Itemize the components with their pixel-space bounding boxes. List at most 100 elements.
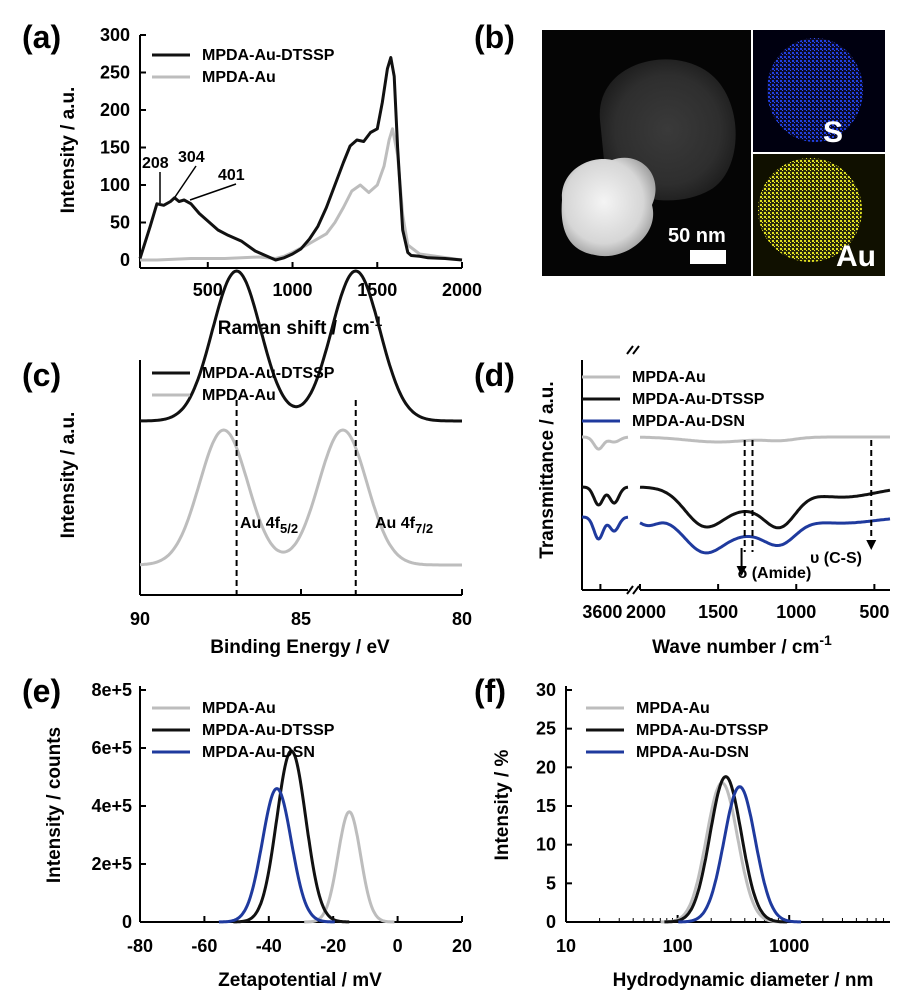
gold-core (561, 157, 656, 257)
x-axis-title: Wave number / cm-1 (652, 632, 832, 658)
legend-label: MPDA-Au-DTSSP (202, 365, 335, 382)
legend-label: MPDA-Au (632, 369, 706, 386)
x-tick-label: 3600 (582, 602, 622, 622)
panel-label-c: (c) (22, 357, 61, 393)
s-element-map (767, 38, 863, 142)
x-axis-title: Raman shift / cm-1 (218, 313, 383, 339)
x-tick-label: -20 (320, 936, 346, 956)
y-tick-label: 10 (536, 835, 556, 855)
legend-label: MPDA-Au-DSN (202, 744, 315, 761)
x-axis-title-sup: -1 (819, 632, 832, 648)
peak-label-au-4f52: Au 4f5/2 (240, 515, 298, 536)
x-tick-label: 500 (859, 602, 889, 622)
y-tick-label: 15 (536, 796, 556, 816)
x-axis-title: Zetapotential / mV (218, 970, 382, 991)
x-tick-label: 20 (452, 936, 472, 956)
axis-break-mark-top (632, 345, 640, 355)
scale-bar (690, 250, 726, 264)
legend-label: MPDA-Au-DSN (632, 413, 745, 430)
y-tick-label: 30 (536, 680, 556, 700)
au-map-label: Au (836, 240, 876, 273)
y-tick-label: 8e+5 (91, 680, 132, 700)
au-element-map (758, 158, 862, 262)
legend-label: MPDA-Au-DTSSP (202, 722, 335, 739)
y-tick-label: 250 (100, 63, 130, 83)
zeta-chart: 0 2e+5 4e+5 6e+5 8e+5 -80 -60 -40 -20 0 20 Zetapote… (44, 680, 472, 991)
y-axis-title: Intensity / % (492, 749, 513, 860)
y-tick-label: 100 (100, 175, 130, 195)
x-tick-label: 1000 (776, 602, 816, 622)
y-tick-label: 25 (536, 719, 556, 739)
x-tick-label: -60 (191, 936, 217, 956)
panel-label-f: (f) (474, 673, 506, 709)
peak-label-sub: 5/2 (280, 521, 298, 536)
x-tick-label: 85 (291, 609, 311, 629)
s-map-label: S (823, 116, 843, 149)
raman-chart: 0 50 100 150 200 250 300 500 1000 1500 2000 Raman s… (58, 25, 482, 339)
x-tick-label: 1000 (769, 936, 809, 956)
x-tick-label: 1500 (698, 602, 738, 622)
series-line (303, 810, 396, 924)
x-tick-label: -40 (256, 936, 282, 956)
x-tick-label: 0 (393, 936, 403, 956)
legend-label: MPDA-Au (636, 700, 710, 717)
x-tick-label: 10 (556, 936, 576, 956)
series-line (639, 485, 891, 530)
x-tick-label: 80 (452, 609, 472, 629)
peak-annotation-arrow (189, 183, 237, 201)
y-tick-label: 6e+5 (91, 738, 132, 758)
series-line (640, 435, 890, 444)
peak-annotation-label: 208 (142, 155, 169, 172)
legend-label: MPDA-Au-DTSSP (636, 722, 769, 739)
y-axis-title: Intensity / a.u. (58, 87, 79, 214)
cs-arrow-head (866, 540, 877, 550)
series-line (677, 785, 802, 924)
x-tick-label: 2000 (626, 602, 666, 622)
panel-label-b: (b) (474, 19, 515, 55)
x-tick-label: 1500 (357, 280, 397, 300)
x-tick-label: 500 (193, 280, 223, 300)
peak-annotation-arrow (174, 165, 197, 198)
x-tick-label: 1000 (273, 280, 313, 300)
scale-bar-label: 50 nm (668, 225, 726, 247)
peak-label-au-4f72: Au 4f7/2 (375, 515, 433, 536)
y-axis-title: Transmittance / a.u. (537, 381, 558, 558)
peak-label-sub: 7/2 (415, 521, 433, 536)
y-tick-label: 50 (110, 213, 130, 233)
y-tick-label: 0 (546, 912, 556, 932)
amide-arrow-head (736, 566, 747, 576)
series-line (581, 485, 629, 507)
series-line (664, 775, 788, 924)
series-line (138, 56, 463, 262)
y-tick-label: 5 (546, 873, 556, 893)
ftir-chart: 3600 2000 1500 1000 500 Wave number / cm-1 Tra… (537, 345, 891, 658)
legend-label: MPDA-Au-DTSSP (632, 391, 765, 408)
x-axis-title: Binding Energy / eV (210, 637, 390, 658)
xps-chart: 90 85 80 Binding Energy / eV Intensity / a.u… (58, 269, 472, 658)
amide-annotation: δ (Amide) (738, 565, 812, 582)
axis-break-mark-bottom (632, 585, 640, 595)
series-line (140, 269, 462, 423)
legend-label: MPDA-Au (202, 387, 276, 404)
stem-image-panel: 50 nm S Au (542, 30, 885, 276)
y-tick-label: 2e+5 (91, 854, 132, 874)
x-tick-label: 100 (663, 936, 693, 956)
y-tick-label: 150 (100, 138, 130, 158)
x-tick-label: -80 (127, 936, 153, 956)
legend-label: MPDA-Au-DSN (636, 744, 749, 761)
series-line (581, 515, 629, 541)
panel-label-e: (e) (22, 673, 61, 709)
x-axis-title: Hydrodynamic diameter / nm (613, 970, 874, 991)
axis-break-mark-bottom (626, 585, 634, 595)
legend-label: MPDA-Au (202, 69, 276, 86)
y-tick-label: 300 (100, 25, 130, 45)
peak-annotation-label: 304 (178, 149, 205, 166)
y-axis-title: Intensity / a.u. (58, 412, 79, 539)
dls-chart: 0 5 10 15 20 25 30 10 100 1000 Hydrodynamic diamet… (492, 680, 890, 991)
y-tick-label: 0 (122, 912, 132, 932)
y-axis-title: Intensity / counts (44, 727, 65, 883)
legend-label: MPDA-Au (202, 700, 276, 717)
series-line (232, 749, 350, 924)
x-tick-label: 90 (130, 609, 150, 629)
